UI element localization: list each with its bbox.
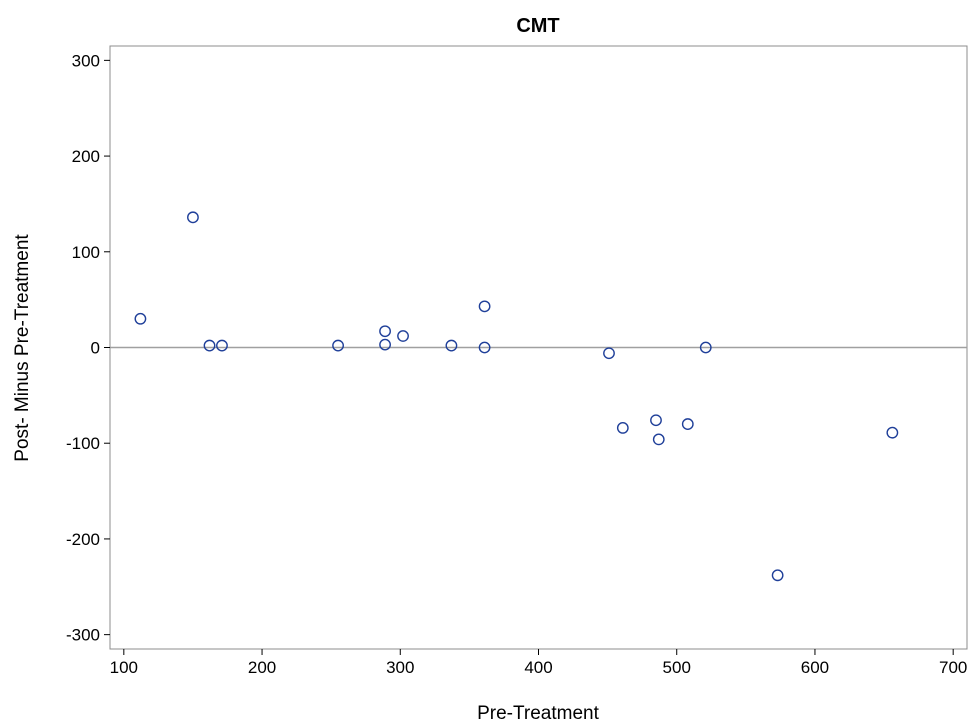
data-point xyxy=(603,347,615,360)
data-point xyxy=(445,339,458,352)
x-tick-label: 700 xyxy=(939,658,967,677)
data-point xyxy=(187,211,199,224)
y-tick-label: 0 xyxy=(91,339,100,358)
x-tick-label: 500 xyxy=(663,658,691,677)
data-point xyxy=(216,339,228,352)
data-point xyxy=(134,312,147,325)
y-axis-ticks: 300 200 100 0 -100 -200 -300 xyxy=(66,51,110,645)
data-point xyxy=(397,330,409,342)
y-tick-label: -300 xyxy=(66,626,100,645)
x-tick-label: 400 xyxy=(524,658,552,677)
y-tick-label: -200 xyxy=(66,530,100,549)
x-axis-title: Pre-Treatment xyxy=(477,703,599,724)
x-tick-label: 200 xyxy=(248,658,276,677)
data-points xyxy=(134,211,899,582)
y-tick-label: 200 xyxy=(72,147,100,166)
data-point xyxy=(652,433,665,446)
data-point xyxy=(478,341,491,354)
x-tick-label: 300 xyxy=(386,658,414,677)
x-tick-label: 100 xyxy=(110,658,138,677)
data-point xyxy=(650,414,662,427)
data-point xyxy=(771,569,784,582)
x-tick-label: 600 xyxy=(801,658,829,677)
data-point xyxy=(699,341,712,354)
data-point xyxy=(478,300,491,313)
data-point xyxy=(332,339,344,352)
data-point xyxy=(203,339,216,352)
y-tick-label: 100 xyxy=(72,243,100,262)
x-axis-ticks: 100 200 300 400 500 600 700 xyxy=(110,649,967,677)
data-point xyxy=(379,325,391,338)
data-point xyxy=(886,426,899,439)
y-tick-label: 300 xyxy=(72,51,100,70)
y-axis-title: Post- Minus Pre-Treatment xyxy=(12,234,33,462)
data-point xyxy=(379,338,391,351)
data-point xyxy=(616,421,629,434)
data-point xyxy=(681,418,694,430)
y-tick-label: -100 xyxy=(66,434,100,453)
chart-title: CMT xyxy=(516,15,559,37)
